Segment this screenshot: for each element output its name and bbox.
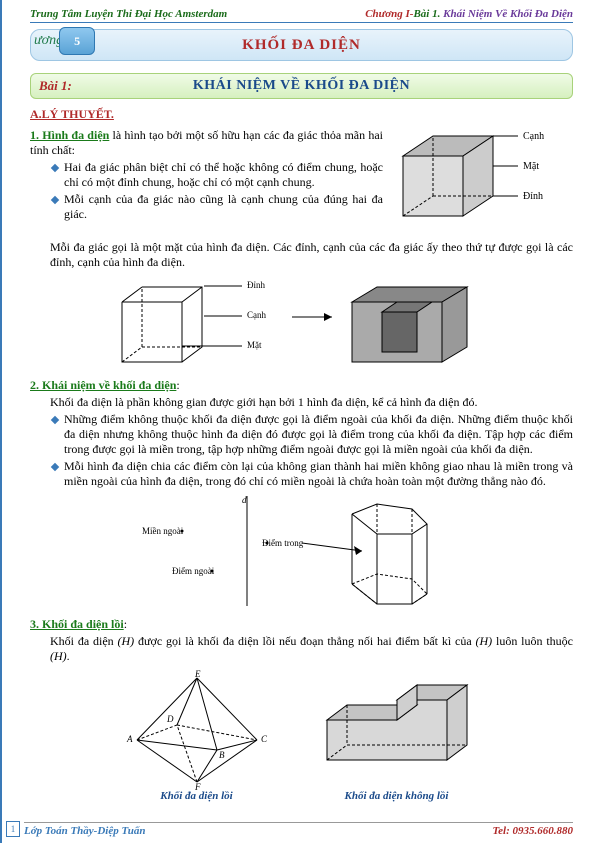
chapter-tab: ương 5 xyxy=(34,27,95,55)
header-right: Chương I-Bài 1. Khái Niệm Về Khối Đa Diệ… xyxy=(365,8,573,20)
h3-text-b: được gọi là khối đa diện lồi nếu đoạn th… xyxy=(134,634,475,648)
h3-num: 3. Khối đa diện lồi xyxy=(30,617,124,631)
vertex-F: F xyxy=(194,782,201,790)
h3-intro: Khối đa diện (H) được gọi là khối đa diệ… xyxy=(50,634,573,664)
nonconvex-figure: Khối đa diện không lồi xyxy=(307,670,487,802)
lesson-title: KHÁI NIỆM VỀ KHỐI ĐA DIỆN xyxy=(119,78,484,94)
header-lesson-title: Khái Niệm Về Khối Đa Diện xyxy=(440,8,573,20)
chapter-bar: KHỐI ĐA DIỆN ương 5 xyxy=(30,29,573,63)
h3-text-a: Khối đa diện xyxy=(50,634,118,648)
page-header: Trung Tâm Luyện Thi Đại Học Amsterdam Ch… xyxy=(30,8,573,23)
chapter-number: 5 xyxy=(59,27,95,55)
cube-label-dinh: Đỉnh xyxy=(523,191,543,202)
h3-heading: 3. Khối đa diện lồi: xyxy=(30,617,573,632)
h3-H-2: (H) xyxy=(475,634,492,648)
h2-bullet-1: Những điểm không thuộc khối đa diện được… xyxy=(52,412,573,457)
h3-text-c: luôn luôn thuộc xyxy=(492,634,573,648)
h1-para: Mỗi đa giác gọi là một mặt của hình đa d… xyxy=(50,240,573,270)
nonconvex-caption: Khối đa diện không lồi xyxy=(307,790,487,802)
h1-intro: 1. Hình đa diện là hình tạo bởi một số h… xyxy=(30,128,383,158)
h2-bullet-2: Mỗi hình đa diện chia các điểm còn lại c… xyxy=(52,459,573,489)
convex-caption: Khối đa diện lồi xyxy=(117,790,277,802)
h2-intro: Khối đa diện là phần không gian được giớ… xyxy=(50,395,573,410)
chapter-title: KHỐI ĐA DIỆN xyxy=(30,29,573,61)
section-1: 1. Hình đa diện là hình tạo bởi một số h… xyxy=(30,126,573,236)
page-number: 1 xyxy=(6,821,20,837)
lesson-bar: Bài 1: KHÁI NIỆM VỀ KHỐI ĐA DIỆN xyxy=(30,73,573,99)
fig2-label-dinh: Đỉnh xyxy=(247,280,266,290)
h3-H-3: (H) xyxy=(50,649,67,663)
label-d: d xyxy=(242,495,247,505)
h1-num: 1. Hình đa diện xyxy=(30,128,109,142)
vertex-D: D xyxy=(166,714,174,724)
convex-figure: E A C D B F Khối đa diện lồi xyxy=(117,670,277,802)
page-footer: Lớp Toán Thầy-Diệp Tuấn Tel: 0935.660.88… xyxy=(24,822,573,837)
footer-right: Tel: 0935.660.880 xyxy=(492,825,573,837)
footer-left: Lớp Toán Thầy-Diệp Tuấn xyxy=(24,825,146,837)
vertex-A: A xyxy=(126,734,133,744)
section-a-heading: A.LÝ THUYẾT. xyxy=(30,107,573,122)
header-left: Trung Tâm Luyện Thi Đại Học Amsterdam xyxy=(30,8,227,20)
cube-label-canh: Cạnh xyxy=(523,131,544,142)
cube-figure-1: Cạnh Mặt Đỉnh xyxy=(383,126,573,236)
lesson-number: Bài 1: xyxy=(39,78,119,94)
h1-bullet-1: Hai đa giác phân biệt chỉ có thể hoặc kh… xyxy=(52,160,383,190)
cube-label-mat: Mặt xyxy=(523,161,539,172)
fig2-label-mat: Mặt xyxy=(247,340,262,350)
h3-H-1: (H) xyxy=(118,634,135,648)
vertex-C: C xyxy=(261,734,268,744)
label-mien-ngoai: Miền ngoài xyxy=(142,526,184,536)
h2-num: 2. Khái niệm về khối đa diện xyxy=(30,378,176,392)
label-diem-ngoai: Điểm ngoài xyxy=(172,566,215,576)
h1-bullet-2: Mỗi cạnh của đa giác nào cũng là cạnh ch… xyxy=(52,192,383,222)
vertex-E: E xyxy=(194,670,201,679)
header-lesson-num: Bài 1. xyxy=(413,8,440,20)
polyhedra-row-figure: Đỉnh Cạnh Mặt xyxy=(30,272,573,372)
header-chapter: Chương I- xyxy=(365,8,413,20)
fig2-label-canh: Cạnh xyxy=(247,310,266,320)
vertex-B: B xyxy=(219,750,225,760)
h2-heading: 2. Khái niệm về khối đa diện: xyxy=(30,378,573,393)
hex-prism-figure: d Miền ngoài Điểm ngoài Điểm trong xyxy=(30,491,573,611)
